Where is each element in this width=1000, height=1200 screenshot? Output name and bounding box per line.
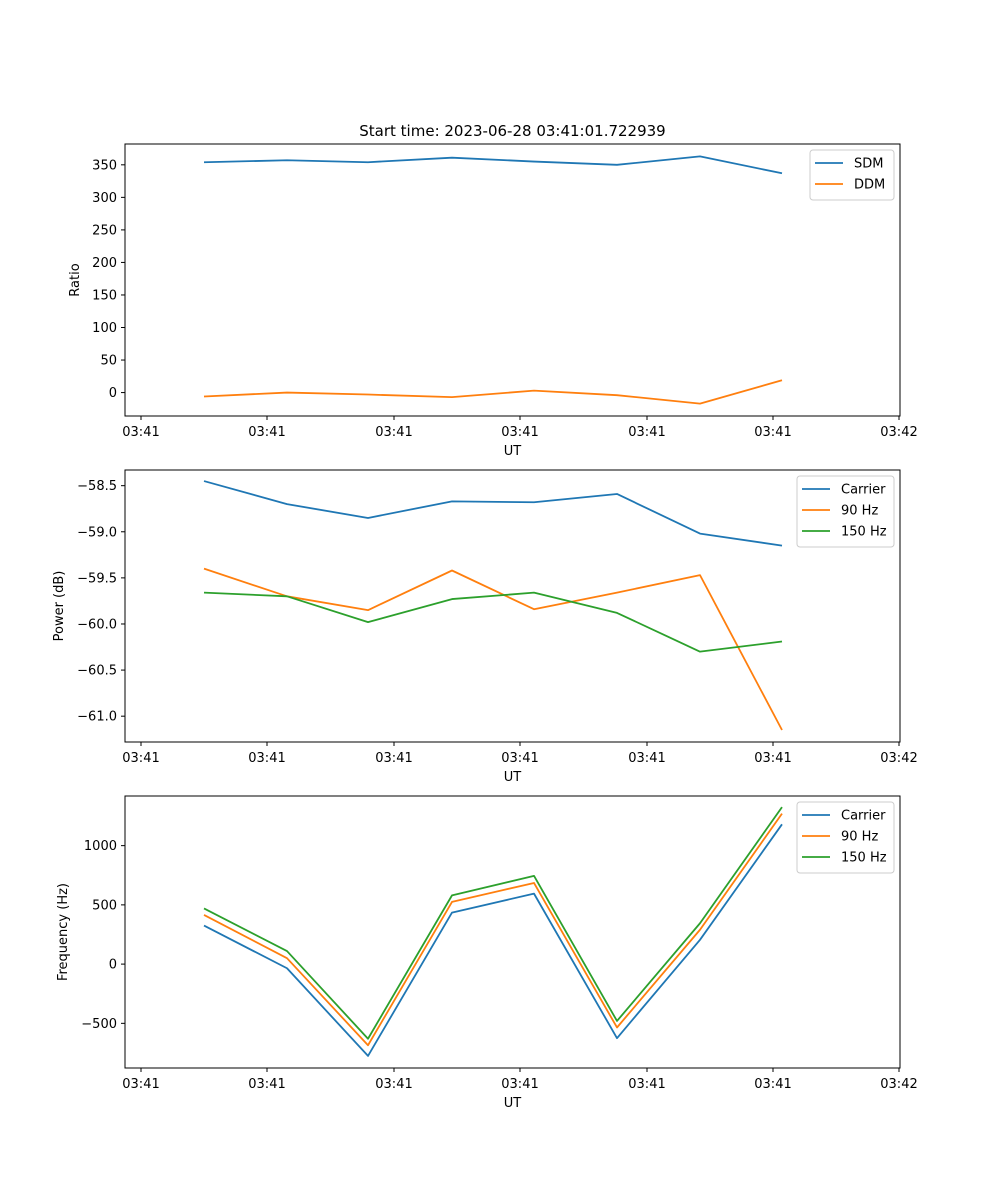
x-tick-label: 03:41 bbox=[375, 425, 412, 440]
x-axis-label: UT bbox=[504, 770, 522, 785]
plot-area-frame bbox=[124, 469, 901, 743]
y-tick-label: −58.5 bbox=[77, 479, 117, 494]
y-tick-label: 200 bbox=[92, 256, 117, 271]
y-axis-label: Power (dB) bbox=[52, 571, 67, 642]
series-line-carrier bbox=[203, 480, 783, 547]
legend-entry-label: Carrier bbox=[841, 483, 886, 498]
legend-entry-label: DDM bbox=[854, 178, 885, 193]
x-tick-label: 03:41 bbox=[628, 751, 665, 766]
legend: Carrier 90 Hz 150 Hz bbox=[796, 475, 895, 548]
x-tick-label: 03:41 bbox=[501, 1077, 538, 1092]
y-tick-label: 0 bbox=[109, 386, 117, 401]
x-tick-label: 03:41 bbox=[248, 425, 285, 440]
y-tick-label: −500 bbox=[81, 1017, 117, 1032]
y-tick-label: 350 bbox=[92, 158, 117, 173]
legend-entry-label: Carrier bbox=[841, 809, 886, 824]
series-line-150-hz bbox=[203, 806, 783, 1040]
y-tick-label: 150 bbox=[92, 288, 117, 303]
x-axis-label: UT bbox=[504, 444, 522, 459]
x-tick-label: 03:41 bbox=[754, 1077, 791, 1092]
series-line-ddm bbox=[203, 379, 783, 405]
series-line-90-hz bbox=[203, 813, 783, 1047]
legend-entry-label: SDM bbox=[854, 157, 883, 172]
x-tick-label: 03:41 bbox=[375, 751, 412, 766]
legend-entry-label: 90 Hz bbox=[841, 504, 878, 519]
y-tick-label: 500 bbox=[92, 898, 117, 913]
y-tick-label: 300 bbox=[92, 191, 117, 206]
y-axis-label: Frequency (Hz) bbox=[56, 883, 71, 981]
chart-panel-1: 03:41 03:41 03:41 03:41 03:41 03:41 03:42 0 50 10… bbox=[68, 143, 918, 459]
x-tick-label: 03:41 bbox=[754, 425, 791, 440]
chart-panel-3: 03:41 03:41 03:41 03:41 03:41 03:41 03:42 −500 0… bbox=[56, 795, 918, 1111]
series-line-90-hz bbox=[203, 567, 783, 731]
legend: Carrier 90 Hz 150 Hz bbox=[796, 801, 895, 874]
y-tick-label: −60.0 bbox=[77, 617, 117, 632]
y-tick-label: 250 bbox=[92, 223, 117, 238]
x-tick-label: 03:41 bbox=[628, 1077, 665, 1092]
legend-entry-label: 150 Hz bbox=[841, 525, 887, 540]
legend-entry-label: 150 Hz bbox=[841, 851, 887, 866]
series-line-sdm bbox=[203, 155, 783, 175]
y-tick-label: −59.5 bbox=[77, 571, 117, 586]
x-tick-label: 03:42 bbox=[880, 751, 917, 766]
panels: 03:41 03:41 03:41 03:41 03:41 03:41 03:42 0 50 10… bbox=[52, 143, 918, 1111]
x-tick-label: 03:41 bbox=[375, 1077, 412, 1092]
x-tick-label: 03:41 bbox=[122, 425, 159, 440]
legend: SDM DDM bbox=[809, 149, 895, 201]
y-tick-label: −61.0 bbox=[77, 710, 117, 725]
legend-box bbox=[796, 475, 895, 548]
x-tick-label: 03:42 bbox=[880, 425, 917, 440]
plot-area-frame bbox=[124, 795, 901, 1069]
y-tick-label: −59.0 bbox=[77, 525, 117, 540]
x-axis-label: UT bbox=[504, 1096, 522, 1111]
x-tick-label: 03:41 bbox=[248, 1077, 285, 1092]
legend-box bbox=[796, 801, 895, 874]
x-tick-label: 03:41 bbox=[501, 425, 538, 440]
y-tick-label: 0 bbox=[109, 958, 117, 973]
y-axis-label: Ratio bbox=[68, 263, 83, 296]
x-tick-label: 03:41 bbox=[628, 425, 665, 440]
x-tick-label: 03:41 bbox=[248, 751, 285, 766]
series-line-carrier bbox=[203, 823, 783, 1057]
figure-title: Start time: 2023-06-28 03:41:01.722939 bbox=[359, 122, 665, 140]
series-line-150-hz bbox=[203, 591, 783, 653]
plot-area-frame bbox=[124, 143, 901, 417]
x-tick-label: 03:41 bbox=[501, 751, 538, 766]
y-tick-label: −60.5 bbox=[77, 664, 117, 679]
y-tick-label: 100 bbox=[92, 321, 117, 336]
y-tick-label: 1000 bbox=[84, 839, 117, 854]
x-tick-label: 03:41 bbox=[754, 751, 791, 766]
y-tick-label: 50 bbox=[100, 354, 117, 369]
x-tick-label: 03:41 bbox=[122, 751, 159, 766]
legend-entry-label: 90 Hz bbox=[841, 830, 878, 845]
x-tick-label: 03:42 bbox=[880, 1077, 917, 1092]
x-tick-label: 03:41 bbox=[122, 1077, 159, 1092]
chart-panel-2: 03:41 03:41 03:41 03:41 03:41 03:41 03:42 −61.0… bbox=[52, 469, 918, 785]
